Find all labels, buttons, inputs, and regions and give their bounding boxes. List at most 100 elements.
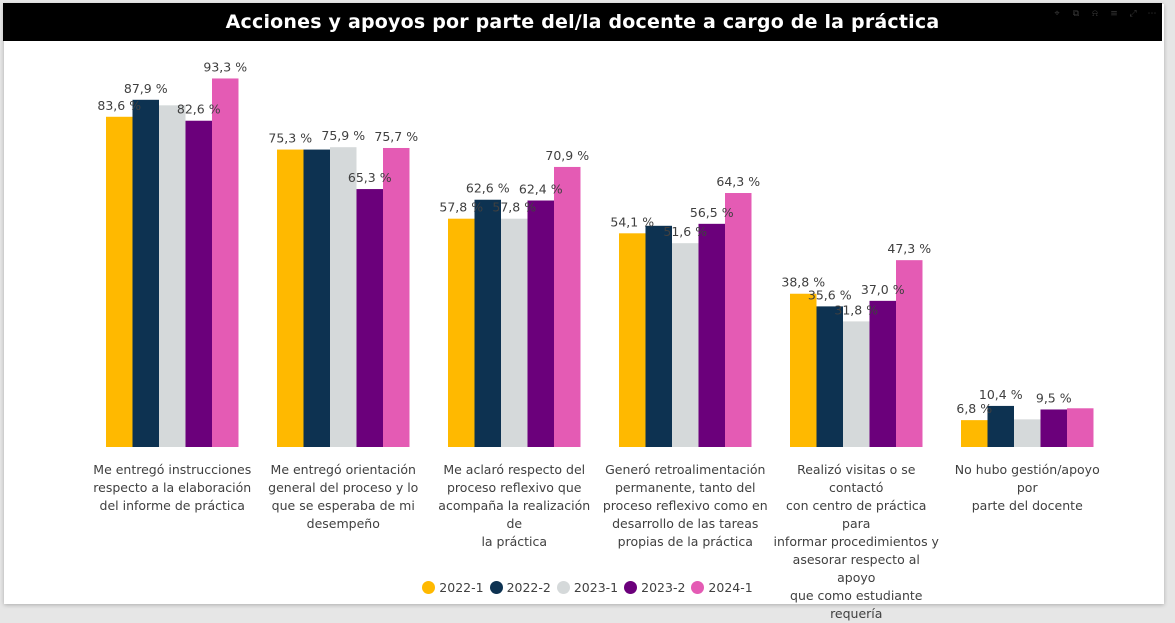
category-label-line: parte del docente xyxy=(971,498,1083,513)
data-label-2024-1-cat4: 64,3 % xyxy=(716,174,760,189)
bar-2023-1-cat3[interactable] xyxy=(501,218,528,447)
bar-2023-2-cat4[interactable] xyxy=(698,223,726,447)
legend-item-2022-2[interactable]: 2022-2 xyxy=(489,580,551,595)
category-label-2: Me entregó orientación general del proces… xyxy=(259,461,427,533)
bar-2024-1-cat5[interactable] xyxy=(896,260,923,447)
data-label-2022-2-cat1: 87,9 % xyxy=(124,81,168,96)
bar-2024-1-cat6[interactable] xyxy=(1067,408,1094,447)
category-label-line: Realizó visitas o se contactó xyxy=(797,462,916,495)
bar-2023-2-cat6[interactable] xyxy=(1040,409,1068,447)
category-label-line: informar procedimientos y xyxy=(773,534,939,549)
category-label-5: Realizó visitas o se contactó con centro … xyxy=(772,461,940,623)
category-label-line: acompaña la realización de xyxy=(438,498,591,531)
legend-item-2023-2[interactable]: 2023-2 xyxy=(624,580,685,595)
data-label-2022-1-cat1: 83,6 % xyxy=(97,98,141,113)
category-label-line: Generó retroalimentación xyxy=(605,462,766,477)
more-icon[interactable]: ⋯ xyxy=(1147,9,1157,19)
category-label-line: proceso reflexivo como en xyxy=(602,498,768,513)
data-label-2023-1-cat2: 75,9 % xyxy=(321,128,365,143)
data-label-2023-2-cat2: 65,3 % xyxy=(348,170,392,185)
data-label-2023-2-cat5: 37,0 % xyxy=(861,282,905,297)
legend-item-2023-1[interactable]: 2023-1 xyxy=(556,580,618,595)
data-label-2022-2-cat5: 35,6 % xyxy=(808,287,852,302)
data-label-2022-1-cat3: 57,8 % xyxy=(439,200,483,215)
category-label-line: requería xyxy=(830,606,883,621)
data-label-2024-1-cat1: 93,3 % xyxy=(203,59,247,74)
bar-2022-1-cat6[interactable] xyxy=(961,420,988,447)
bar-2023-1-cat6[interactable] xyxy=(1014,419,1041,447)
bar-2024-1-cat2[interactable] xyxy=(383,147,410,448)
bar-2022-1-cat2[interactable] xyxy=(277,149,304,447)
data-label-2023-2-cat4: 56,5 % xyxy=(690,205,734,220)
pin-icon[interactable]: ⌖ xyxy=(1054,9,1060,19)
legend-swatch xyxy=(691,581,705,594)
category-label-line: del informe de práctica xyxy=(99,498,245,513)
category-label-line: que se esperaba de mi xyxy=(271,498,415,513)
category-label-line: Me entregó instrucciones xyxy=(93,462,252,477)
legend-swatch xyxy=(489,581,503,594)
visual-header-icons: ⌖ ⧉ ⍾ ≡ ⤢ ⋯ xyxy=(1052,9,1157,19)
category-label-4: Generó retroalimentación permanente, tant… xyxy=(601,461,769,551)
legend-item-2024-1[interactable]: 2024-1 xyxy=(691,580,753,595)
chart-title: Acciones y apoyos por parte del/la docen… xyxy=(3,3,1162,41)
category-label-1: Me entregó instrucciones respecto a la el… xyxy=(88,461,256,515)
category-label-line: propias de la práctica xyxy=(617,534,753,549)
filter-icon[interactable]: ≡ xyxy=(1110,9,1118,19)
category-label-3: Me aclaró respecto del proceso reflexivo … xyxy=(430,461,598,551)
bar-2024-1-cat3[interactable] xyxy=(554,166,581,447)
legend-label: 2024-1 xyxy=(708,580,753,595)
bar-2024-1-cat1[interactable] xyxy=(212,78,239,447)
bar-2022-1-cat1[interactable] xyxy=(106,116,133,447)
data-label-2023-2-cat3: 62,4 % xyxy=(519,182,563,197)
data-label-2023-2-cat6: 9,5 % xyxy=(1036,390,1072,405)
legend-swatch xyxy=(624,581,638,594)
legend-item-2022-1[interactable]: 2022-1 xyxy=(422,580,484,595)
data-label-2023-1-cat4: 51,6 % xyxy=(663,224,707,239)
category-label-line: Me entregó orientación xyxy=(270,462,416,477)
bar-2023-2-cat1[interactable] xyxy=(185,120,213,447)
category-label-line: respecto a la elaboración xyxy=(93,480,252,495)
data-label-2024-1-cat2: 75,7 % xyxy=(374,129,418,144)
bar-2023-2-cat3[interactable] xyxy=(527,200,555,447)
data-label-2022-2-cat3: 62,6 % xyxy=(466,181,510,196)
bar-2023-1-cat5[interactable] xyxy=(843,321,870,447)
legend-label: 2023-2 xyxy=(641,580,686,595)
bell-icon[interactable]: ⍾ xyxy=(1092,9,1098,19)
data-label-2022-1-cat4: 54,1 % xyxy=(610,214,654,229)
category-label-line: con centro de práctica para xyxy=(786,498,927,531)
bar-2022-2-cat1[interactable] xyxy=(132,99,160,448)
bar-2022-2-cat2[interactable] xyxy=(303,149,331,447)
bar-2022-1-cat5[interactable] xyxy=(790,293,817,447)
data-label-2023-1-cat5: 31,8 % xyxy=(834,302,878,317)
category-label-line: desarrollo de las tareas xyxy=(612,516,759,531)
bar-2023-1-cat4[interactable] xyxy=(672,243,699,447)
bar-2023-2-cat2[interactable] xyxy=(356,189,384,447)
data-label-2024-1-cat5: 47,3 % xyxy=(887,241,931,256)
bar-2022-2-cat5[interactable] xyxy=(816,306,844,447)
bar-2023-1-cat1[interactable] xyxy=(159,105,186,447)
category-label-line: que como estudiante xyxy=(790,588,923,603)
category-label-line: permanente, tanto del xyxy=(614,480,756,495)
legend-label: 2022-2 xyxy=(506,580,551,595)
focus-icon[interactable]: ⤢ xyxy=(1129,9,1137,19)
copy-icon[interactable]: ⧉ xyxy=(1072,9,1080,19)
category-label-line: No hubo gestión/apoyo por xyxy=(954,462,1100,495)
data-label-2022-1-cat5: 38,8 % xyxy=(781,275,825,290)
bar-2022-1-cat4[interactable] xyxy=(619,233,646,447)
category-label-line: la práctica xyxy=(481,534,548,549)
bar-2023-1-cat2[interactable] xyxy=(330,147,357,447)
bar-2022-2-cat3[interactable] xyxy=(474,199,502,447)
data-label-2024-1-cat3: 70,9 % xyxy=(545,148,589,163)
bar-2022-2-cat6[interactable] xyxy=(987,405,1015,447)
data-label-2023-1-cat3: 57,8 % xyxy=(492,200,536,215)
category-label-line: proceso reflexivo que xyxy=(447,480,582,495)
category-label-line: asesorar respecto al apoyo xyxy=(792,552,920,585)
bar-2023-2-cat5[interactable] xyxy=(869,300,897,447)
bar-2022-1-cat3[interactable] xyxy=(448,218,475,447)
bar-2022-2-cat4[interactable] xyxy=(645,225,673,447)
category-label-6: No hubo gestión/apoyo por parte del docen… xyxy=(943,461,1111,515)
category-label-line: desempeño xyxy=(306,516,380,531)
bar-2024-1-cat4[interactable] xyxy=(725,193,752,447)
legend-swatch xyxy=(422,581,436,594)
